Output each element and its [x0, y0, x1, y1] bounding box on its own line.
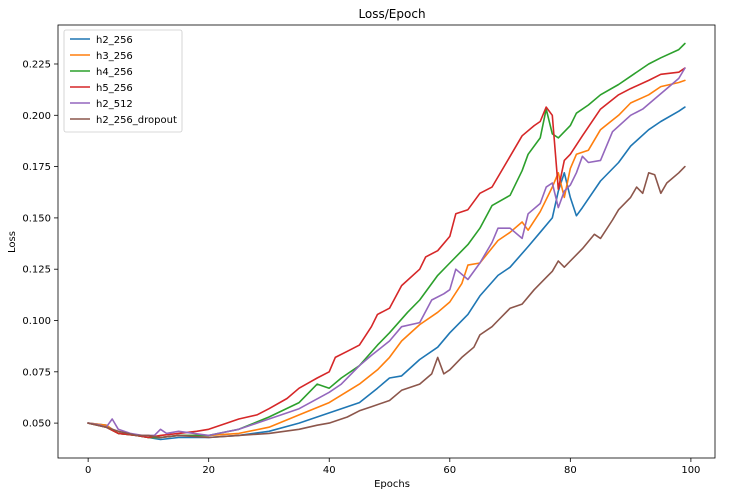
x-tick-label: 80	[564, 465, 577, 476]
y-tick-label: 0.050	[22, 419, 51, 430]
x-axis-title: Epochs	[374, 479, 410, 490]
y-tick-label: 0.075	[22, 367, 51, 378]
chart-title: Loss/Epoch	[358, 7, 425, 21]
y-tick-label: 0.150	[22, 213, 51, 224]
x-tick-label: 0	[85, 465, 91, 476]
series-line-h2-256	[87, 106, 686, 441]
series-line-h5-256	[87, 67, 686, 439]
legend-label-h2-256: h2_256	[96, 35, 133, 46]
x-tick-label: 40	[323, 465, 336, 476]
plot-area	[87, 42, 686, 441]
y-tick-label: 0.100	[22, 316, 51, 327]
legend: h2_256 h3_256 h4_256 h5_256 h2_512 h2_256_dro…	[63, 29, 183, 133]
y-tick-label: 0.125	[22, 265, 51, 276]
y-axis-title: Loss	[7, 231, 18, 253]
series-line-h4-256	[87, 42, 686, 439]
axes: 0 20 40 60 80 100 0.050 0.075 0.100 0.125 0.150 0.1…	[22, 24, 716, 476]
y-tick-label: 0.200	[22, 111, 51, 122]
series-line-h2-256-dropout	[87, 165, 686, 439]
legend-label-h3-256: h3_256	[96, 51, 133, 62]
y-tick-label: 0.175	[22, 162, 51, 173]
x-tick-label: 60	[443, 465, 456, 476]
axes-frame	[57, 24, 716, 459]
series-line-h2-512	[87, 67, 686, 437]
x-tick-label: 20	[202, 465, 215, 476]
legend-label-h4-256: h4_256	[96, 67, 133, 78]
legend-box	[63, 29, 183, 133]
x-tick-label: 100	[681, 465, 700, 476]
legend-label-h5-256: h5_256	[96, 83, 133, 94]
legend-label-h2-256-dropout: h2_256_dropout	[96, 115, 177, 126]
y-tick-label: 0.225	[22, 59, 51, 70]
legend-label-h2-512: h2_512	[96, 99, 133, 110]
